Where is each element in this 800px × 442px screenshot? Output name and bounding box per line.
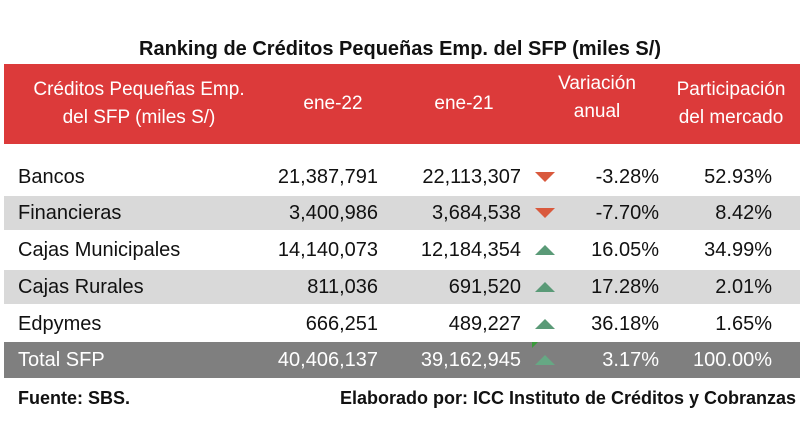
header-category: Créditos Pequeñas Emp. del SFP (miles S/… (4, 64, 274, 144)
table-row: Financieras 3,400,986 3,684,538 -7.70% 8… (4, 196, 800, 230)
header-variacion-line1: Variación (558, 73, 636, 94)
table-row: Bancos 21,387,791 22,113,307 -3.28% 52.9… (4, 160, 800, 194)
row-name: Financieras (18, 201, 122, 224)
row-ene21: 489,227 (448, 312, 521, 335)
header-ene21: ene-21 (434, 93, 494, 114)
row-participacion: 1.65% (715, 312, 772, 335)
row-name: Edpymes (18, 312, 102, 335)
down-triangle-icon (535, 172, 555, 182)
row-name: Bancos (18, 165, 85, 188)
credit-note: Elaborado por: ICC Instituto de Créditos… (339, 388, 796, 408)
row-variacion: -7.70% (595, 201, 659, 224)
header-participacion-line1: Participación (676, 79, 786, 100)
row-ene21: 691,520 (448, 275, 521, 298)
header-variacion: Variación anual (532, 58, 662, 138)
up-triangle-icon (535, 319, 555, 329)
row-ene22: 811,036 (307, 275, 378, 298)
row-variacion: -3.28% (595, 165, 659, 188)
row-participacion: 2.01% (715, 275, 772, 298)
row-ene22: 14,140,073 (277, 238, 378, 261)
total-variacion: 3.17% (602, 348, 659, 371)
table-header: Créditos Pequeñas Emp. del SFP (miles S/… (4, 64, 800, 144)
row-ene22: 666,251 (305, 312, 378, 335)
table-row: Cajas Rurales 811,036 691,520 17.28% 2.0… (4, 270, 800, 304)
total-row: Total SFP 40,406,137 39,162,945 3.17% 10… (4, 342, 800, 378)
row-variacion: 17.28% (591, 275, 659, 298)
table-row: Cajas Municipales 14,140,073 12,184,354 … (4, 233, 800, 267)
row-name: Cajas Rurales (18, 275, 144, 298)
up-triangle-icon (535, 355, 555, 365)
row-ene21: 22,113,307 (422, 165, 521, 188)
up-triangle-icon (535, 282, 555, 292)
row-ene21: 3,684,538 (432, 201, 521, 224)
header-ene22: ene-22 (303, 93, 363, 114)
up-triangle-icon (535, 245, 555, 255)
total-ene22: 40,406,137 (277, 348, 378, 371)
total-name: Total SFP (18, 348, 105, 371)
source-note: Fuente: SBS. (18, 388, 131, 408)
table-title: Ranking de Créditos Pequeñas Emp. del SF… (139, 38, 661, 60)
total-ene21: 39,162,945 (420, 348, 521, 371)
row-name: Cajas Municipales (18, 238, 181, 261)
row-ene22: 21,387,791 (277, 165, 378, 188)
header-category-line2: del SFP (miles S/) (62, 107, 216, 128)
table-row: Edpymes 666,251 489,227 36.18% 1.65% (4, 307, 800, 341)
row-ene21: 12,184,354 (420, 238, 521, 261)
header-participacion-line2: del mercado (678, 107, 784, 128)
row-participacion: 8.42% (715, 201, 772, 224)
cell-marker-icon (532, 342, 538, 348)
row-participacion: 52.93% (704, 165, 772, 188)
header-variacion-line2: anual (573, 101, 621, 122)
row-participacion: 34.99% (704, 238, 772, 261)
row-ene22: 3,400,986 (289, 201, 378, 224)
down-triangle-icon (535, 208, 555, 218)
total-participacion: 100.00% (693, 348, 772, 371)
header-category-line1: Créditos Pequeñas Emp. (33, 79, 245, 100)
row-variacion: 16.05% (591, 238, 659, 261)
row-variacion: 36.18% (591, 312, 659, 335)
header-participacion: Participación del mercado (662, 64, 800, 144)
